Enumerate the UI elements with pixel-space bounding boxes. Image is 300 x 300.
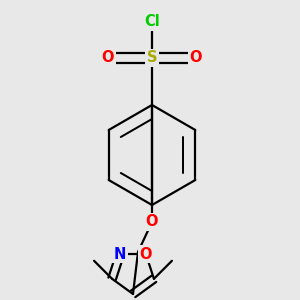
Text: O: O <box>140 247 152 262</box>
Text: O: O <box>146 214 158 230</box>
Text: O: O <box>190 50 202 65</box>
Text: O: O <box>102 50 114 65</box>
Text: Cl: Cl <box>144 14 160 29</box>
Text: S: S <box>147 50 157 65</box>
Text: N: N <box>114 247 126 262</box>
